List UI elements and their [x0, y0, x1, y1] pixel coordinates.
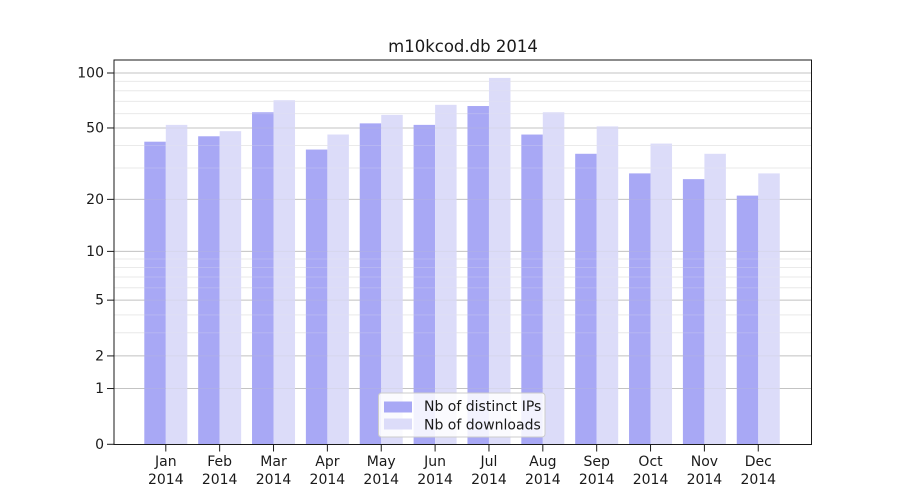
legend-box — [378, 392, 546, 438]
bar-distinct-ips-jul — [467, 106, 489, 445]
plot-border — [113, 59, 812, 445]
x-tick-label-sep-2014: Sep — [583, 454, 610, 470]
bar-distinct-ips-feb — [198, 136, 220, 445]
y-tick-label-100: 100 — [77, 65, 104, 81]
bar-downloads-feb — [219, 131, 242, 445]
bar-distinct-ips-dec — [736, 195, 759, 445]
legend-swatch-distinct-ips — [384, 401, 412, 413]
chart-title: m10kcod.db 2014 — [388, 37, 538, 56]
x-tick-label-year-sep-2014: 2014 — [579, 472, 615, 488]
bar-downloads-sep — [596, 126, 619, 445]
bar-distinct-ips-may — [359, 123, 382, 445]
x-tick-label-year-jul-2014: 2014 — [471, 472, 507, 488]
bar-distinct-ips-sep — [575, 153, 597, 445]
legend-swatch-downloads — [384, 418, 412, 430]
bar-downloads-aug — [542, 112, 565, 445]
y-tick-label-20: 20 — [86, 192, 104, 208]
bar-downloads-apr — [327, 134, 349, 445]
x-tick-label-year-mar-2014: 2014 — [256, 472, 292, 488]
legend: Nb of distinct IPs Nb of downloads — [378, 392, 546, 438]
x-tick-label-jul-2014: Jul — [480, 454, 498, 470]
x-tick-label-feb-2014: Feb — [207, 454, 232, 470]
x-tick-label-year-apr-2014: 2014 — [310, 472, 346, 488]
x-tick-label-aug-2014: Aug — [529, 454, 556, 470]
y-tick-label-50: 50 — [86, 120, 104, 136]
x-tick-label-jun-2014: Jun — [423, 454, 446, 470]
x-tick-label-mar-2014: Mar — [260, 454, 287, 470]
x-tick-label-may-2014: May — [367, 454, 396, 470]
bar-downloads-oct — [650, 143, 673, 445]
x-tick-label-year-feb-2014: 2014 — [202, 472, 238, 488]
legend-label-distinct-ips: Nb of distinct IPs — [424, 399, 541, 415]
bar-distinct-ips-jun — [413, 124, 436, 445]
bar-downloads-dec — [758, 173, 780, 445]
x-tick-label-year-jan-2014: 2014 — [148, 472, 184, 488]
x-tick-label-dec-2014: Dec — [745, 454, 772, 470]
bar-distinct-ips-jan — [144, 141, 166, 445]
y-tick-label-2: 2 — [95, 348, 104, 364]
x-tick-label-jan-2014: Jan — [154, 454, 177, 470]
bar-downloads-mar — [273, 100, 296, 445]
bar-downloads-jul — [488, 77, 511, 445]
bar-distinct-ips-apr — [305, 149, 328, 445]
bar-downloads-nov — [704, 153, 726, 445]
bar-distinct-ips-oct — [629, 173, 651, 445]
y-tick-label-10: 10 — [86, 244, 104, 260]
bar-downloads-may — [381, 114, 403, 445]
x-tick-label-year-nov-2014: 2014 — [687, 472, 723, 488]
x-tick-label-apr-2014: Apr — [315, 454, 339, 470]
x-tick-label-oct-2014: Oct — [638, 454, 663, 470]
bar-downloads-jan — [165, 124, 188, 445]
x-tick-label-year-aug-2014: 2014 — [525, 472, 561, 488]
legend-label-downloads: Nb of downloads — [424, 418, 541, 434]
x-tick-label-year-oct-2014: 2014 — [633, 472, 669, 488]
x-tick-label-year-jun-2014: 2014 — [417, 472, 453, 488]
x-tick-label-nov-2014: Nov — [691, 454, 718, 470]
bar-distinct-ips-nov — [682, 179, 705, 445]
y-tick-label-5: 5 — [95, 293, 104, 309]
x-tick-label-year-may-2014: 2014 — [363, 472, 399, 488]
bar-downloads-jun — [435, 104, 457, 445]
bar-distinct-ips-mar — [252, 112, 274, 445]
bar-distinct-ips-aug — [521, 134, 543, 445]
y-tick-label-0: 0 — [95, 437, 104, 453]
y-tick-label-1: 1 — [95, 381, 104, 397]
x-tick-label-year-dec-2014: 2014 — [740, 472, 776, 488]
